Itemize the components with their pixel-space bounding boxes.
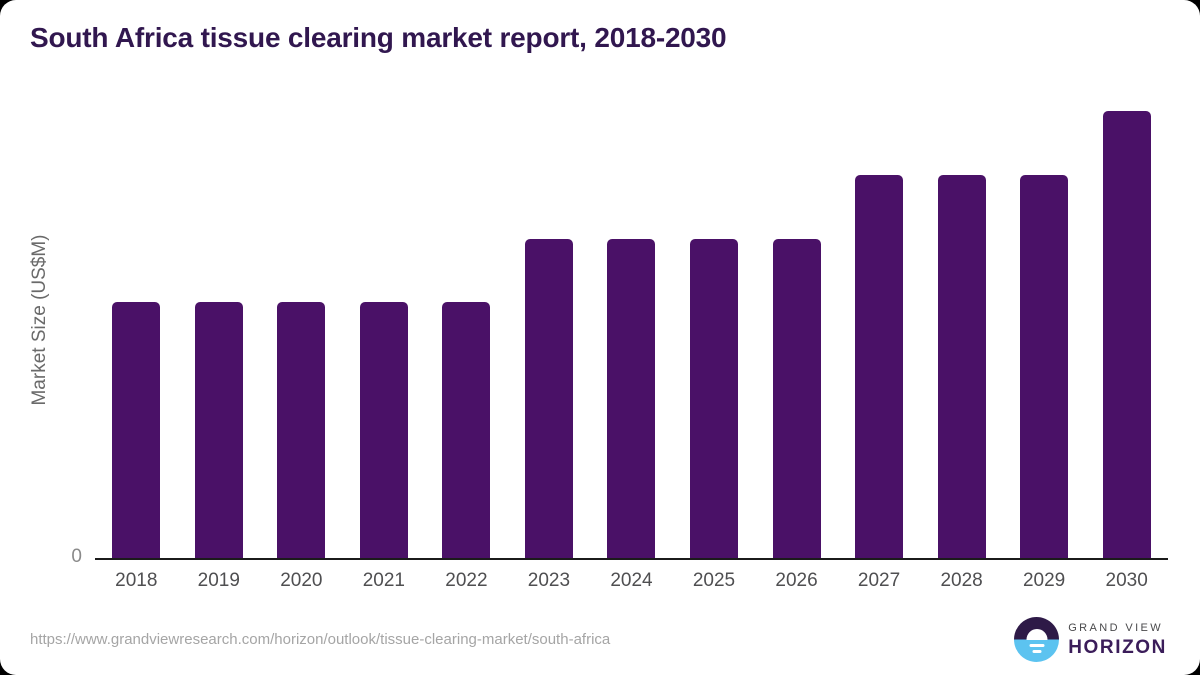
bar-slot-2018 xyxy=(95,98,178,558)
chart-title: South Africa tissue clearing market repo… xyxy=(30,22,727,53)
plot-area xyxy=(95,98,1168,560)
bar-slot-2028 xyxy=(920,98,1003,558)
bar-2024 xyxy=(607,239,656,558)
x-tick-2026: 2026 xyxy=(775,570,818,591)
x-axis-labels: 2018 2019 2020 2021 2022 2023 2024 2025 2026 2027… xyxy=(95,570,1168,592)
x-tick-2018: 2018 xyxy=(115,570,158,591)
bar-slot-2022 xyxy=(425,98,508,558)
bar-2018 xyxy=(112,302,161,558)
bar-slot-2025 xyxy=(673,98,756,558)
x-tick-2020: 2020 xyxy=(280,570,323,591)
x-tick-2028: 2028 xyxy=(940,570,983,591)
bar-slot-2029 xyxy=(1003,98,1086,558)
bar-2026 xyxy=(772,239,821,558)
water-line-icon xyxy=(1029,643,1045,647)
bar-slot-2027 xyxy=(838,98,921,558)
bar-slot-2020 xyxy=(260,98,343,558)
x-tick-2025: 2025 xyxy=(692,570,736,591)
bar-slot-2024 xyxy=(590,98,673,558)
sun-icon xyxy=(1026,628,1048,640)
water-line-icon xyxy=(1032,649,1042,653)
bar-slot-2026 xyxy=(755,98,838,558)
source-url: https://www.grandviewresearch.com/horizo… xyxy=(30,631,611,648)
bar-series xyxy=(95,98,1168,558)
horizon-logo-icon xyxy=(1014,617,1060,662)
x-tick-2030: 2030 xyxy=(1105,570,1148,591)
bar-2029 xyxy=(1020,175,1069,558)
bar-2025 xyxy=(689,239,738,558)
x-tick-2029: 2029 xyxy=(1022,570,1066,591)
grand-view-horizon-logo: GRAND VIEW HORIZON xyxy=(1014,617,1167,662)
logo-text: GRAND VIEW HORIZON xyxy=(1068,621,1167,658)
bar-2019 xyxy=(194,302,243,558)
x-tick-2021: 2021 xyxy=(362,570,405,591)
logo-brand-top: GRAND VIEW xyxy=(1068,621,1164,634)
bar-slot-2021 xyxy=(343,98,426,558)
x-tick-2027: 2027 xyxy=(857,570,901,591)
bar-2027 xyxy=(855,175,904,558)
bar-2028 xyxy=(937,175,986,558)
x-tick-2024: 2024 xyxy=(610,570,653,591)
bar-slot-2019 xyxy=(178,98,261,558)
x-tick-2019: 2019 xyxy=(197,570,240,591)
bar-2030 xyxy=(1102,111,1151,558)
bar-slot-2030 xyxy=(1085,98,1168,558)
logo-brand-bottom: HORIZON xyxy=(1068,636,1167,658)
bar-2021 xyxy=(359,302,408,558)
y-axis-tick-zero: 0 xyxy=(71,545,82,567)
x-tick-2022: 2022 xyxy=(445,570,488,591)
y-axis-label: Market Size (US$M) xyxy=(29,234,50,406)
bar-2020 xyxy=(277,302,326,558)
bar-2022 xyxy=(442,302,491,558)
bar-2023 xyxy=(524,239,573,558)
bar-slot-2023 xyxy=(508,98,591,558)
x-tick-2023: 2023 xyxy=(527,570,571,591)
